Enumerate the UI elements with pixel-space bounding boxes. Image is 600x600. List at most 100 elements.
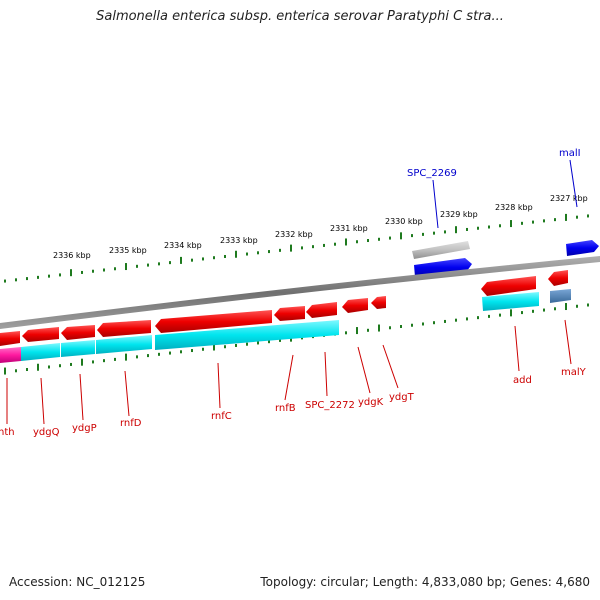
minor-tick bbox=[367, 328, 369, 332]
gene-feature-ydgq[interactable] bbox=[22, 327, 59, 342]
map-title: Salmonella enterica subsp. enterica sero… bbox=[96, 9, 504, 24]
minor-tick bbox=[136, 355, 138, 359]
gene-feature-ydgk[interactable] bbox=[342, 298, 368, 313]
minor-tick bbox=[312, 245, 314, 249]
minor-tick bbox=[488, 314, 490, 318]
minor-tick bbox=[48, 274, 50, 278]
minor-tick bbox=[543, 308, 545, 312]
scale-label: 2333 kbp bbox=[220, 236, 258, 245]
major-tick bbox=[125, 263, 127, 271]
gene-feature-ydgt[interactable] bbox=[371, 296, 386, 309]
gene-feature-nth[interactable] bbox=[0, 331, 20, 346]
minor-tick bbox=[48, 365, 50, 369]
minor-tick bbox=[356, 240, 358, 244]
scale-label: 2328 kbp bbox=[495, 203, 533, 212]
major-tick bbox=[213, 343, 215, 351]
minor-tick bbox=[92, 269, 94, 273]
minor-tick bbox=[268, 340, 270, 344]
forward-features bbox=[412, 240, 599, 277]
major-tick bbox=[356, 327, 358, 335]
minor-tick bbox=[444, 230, 446, 234]
gene-feature-mali[interactable] bbox=[566, 240, 599, 256]
minor-tick bbox=[202, 347, 204, 351]
scale-labels: 2336 kbp 2335 kbp 2334 kbp 2333 kbp 2332… bbox=[53, 194, 588, 260]
misc-feature-nth[interactable] bbox=[0, 347, 21, 363]
minor-tick bbox=[543, 219, 545, 223]
minor-tick bbox=[301, 246, 303, 250]
major-tick bbox=[81, 358, 83, 366]
gene-feature-add[interactable] bbox=[481, 276, 536, 296]
gene-label-ydgt[interactable]: ydgT bbox=[389, 392, 415, 403]
cds-feature-rnfd[interactable] bbox=[96, 335, 152, 354]
minor-tick bbox=[136, 264, 138, 268]
reverse-cds bbox=[0, 289, 571, 363]
gene-feature-spc2269[interactable] bbox=[414, 258, 472, 277]
leader-ydgq bbox=[40, 377, 45, 425]
minor-tick bbox=[345, 331, 347, 335]
leader-spc2269 bbox=[432, 179, 439, 229]
minor-tick bbox=[400, 325, 402, 328]
gene-label-ydgk[interactable]: ydgK bbox=[358, 397, 384, 408]
minor-tick bbox=[246, 342, 248, 346]
minor-tick bbox=[246, 252, 248, 256]
minor-tick bbox=[59, 364, 61, 368]
gene-feature-rnfc[interactable] bbox=[155, 310, 272, 333]
minor-tick bbox=[455, 318, 457, 322]
minor-tick bbox=[103, 268, 105, 272]
gene-label-ydgp[interactable]: ydgP bbox=[72, 423, 97, 434]
minor-tick bbox=[433, 231, 435, 235]
gene-label-rnfc[interactable]: rnfC bbox=[211, 411, 232, 422]
minor-tick bbox=[147, 263, 149, 267]
minor-tick bbox=[147, 354, 149, 358]
minor-tick bbox=[554, 307, 556, 311]
minor-tick bbox=[81, 270, 83, 274]
major-tick bbox=[455, 226, 457, 234]
genome-summary: Topology: circular; Length: 4,833,080 bp… bbox=[260, 575, 590, 589]
gene-label-rnfb[interactable]: rnfB bbox=[275, 403, 296, 414]
major-tick bbox=[378, 324, 380, 332]
major-tick bbox=[37, 363, 39, 371]
minor-tick bbox=[257, 251, 259, 255]
scale-label: 2332 kbp bbox=[275, 230, 313, 239]
scale-label: 2335 kbp bbox=[109, 246, 147, 255]
minor-tick bbox=[466, 227, 468, 231]
scale-label: 2329 kbp bbox=[440, 210, 478, 219]
gene-label-mali[interactable]: malI bbox=[559, 148, 581, 159]
minor-tick bbox=[554, 218, 556, 222]
misc-feature-maly[interactable] bbox=[550, 289, 571, 303]
minor-tick bbox=[378, 237, 380, 241]
minor-tick bbox=[499, 224, 501, 228]
cds-feature-rnf-cluster[interactable] bbox=[155, 320, 339, 350]
gene-feature-rnfb[interactable] bbox=[274, 306, 305, 321]
minor-tick bbox=[279, 338, 281, 342]
major-tick bbox=[70, 269, 72, 277]
gene-feature-spc2272[interactable] bbox=[306, 302, 337, 318]
gene-label-ydgq[interactable]: ydgQ bbox=[33, 427, 60, 438]
cds-feature-spc2269[interactable] bbox=[412, 241, 470, 259]
minor-tick bbox=[224, 254, 226, 258]
minor-tick bbox=[576, 304, 578, 308]
minor-tick bbox=[114, 357, 116, 361]
minor-tick bbox=[26, 368, 28, 372]
major-tick bbox=[510, 220, 512, 228]
gene-label-add[interactable]: add bbox=[513, 375, 532, 386]
gene-label-nth[interactable]: nth bbox=[0, 427, 15, 438]
cds-feature-ydgp[interactable] bbox=[61, 340, 95, 357]
minor-tick bbox=[532, 309, 534, 313]
gene-feature-maly[interactable] bbox=[548, 270, 568, 286]
scale-label: 2327 kbp bbox=[550, 194, 588, 203]
gene-label-spc2269[interactable]: SPC_2269 bbox=[407, 168, 457, 179]
gene-label-rnfd[interactable]: rnfD bbox=[120, 418, 142, 429]
major-tick bbox=[290, 244, 292, 252]
minor-tick bbox=[114, 267, 116, 271]
major-tick bbox=[510, 309, 512, 317]
gene-label-maly[interactable]: malY bbox=[561, 367, 587, 378]
major-tick bbox=[400, 232, 402, 240]
gene-feature-ydgp[interactable] bbox=[61, 325, 95, 340]
minor-tick bbox=[180, 350, 182, 354]
cds-feature-ydgq[interactable] bbox=[21, 343, 60, 361]
gene-label-spc2272[interactable]: SPC_2272 bbox=[305, 400, 355, 411]
gene-feature-rnfd[interactable] bbox=[97, 320, 151, 337]
cds-feature-add[interactable] bbox=[482, 292, 539, 311]
